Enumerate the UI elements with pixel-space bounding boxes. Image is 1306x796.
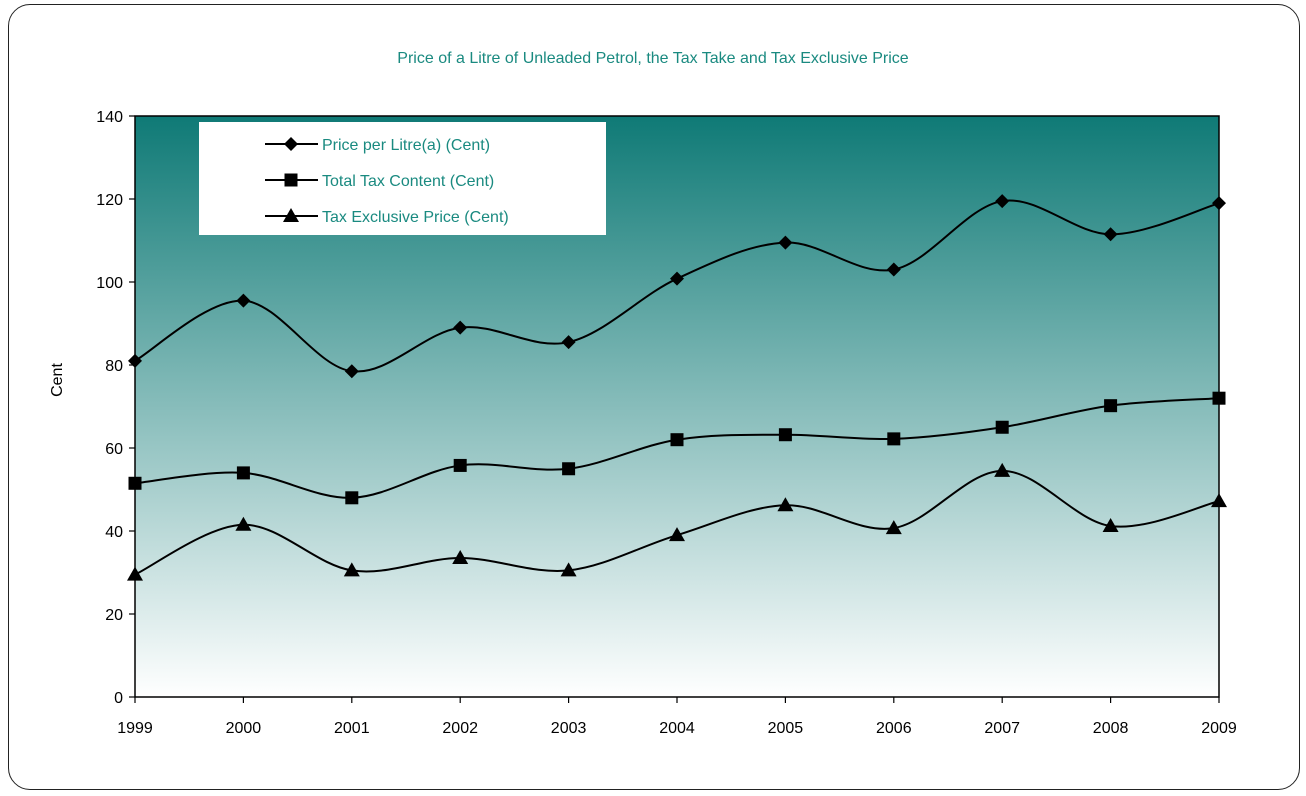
series-3-point <box>1102 518 1119 533</box>
series-3-point <box>885 520 902 535</box>
x-tick-label: 1999 <box>117 720 153 737</box>
axes: 0 20 40 60 80 100 120 140 1999 2000 2001 2002 2003 20… <box>96 109 1237 737</box>
x-tick-label: 2004 <box>659 720 695 737</box>
y-tick-label: 120 <box>96 192 123 209</box>
series-3-point <box>235 516 252 531</box>
y-tick-label: 100 <box>96 275 123 292</box>
series-3-point <box>127 566 143 581</box>
legend-marker <box>283 208 299 222</box>
series-2-point <box>995 420 1009 434</box>
x-tick-label: 2008 <box>1093 720 1129 737</box>
series-1-point <box>344 364 359 379</box>
series-2-point <box>236 466 250 480</box>
x-tick-label: 2003 <box>551 720 587 737</box>
legend: Price per Litre(a) (Cent) Total Tax Conte… <box>199 122 606 235</box>
legend-marker <box>284 173 298 187</box>
series-3-point <box>452 549 469 564</box>
series-2-point <box>1104 399 1118 413</box>
x-tick-label: 2000 <box>226 720 262 737</box>
x-tick-label: 2009 <box>1201 720 1237 737</box>
series-1-point <box>995 194 1010 209</box>
series-1-point <box>236 293 251 308</box>
series-1-point <box>778 235 793 250</box>
series-3-point <box>994 462 1011 477</box>
series-1-point <box>1103 227 1118 242</box>
series-2 <box>128 391 1226 505</box>
legend-label: Tax Exclusive Price (Cent) <box>322 209 509 226</box>
series-3-point <box>560 562 577 577</box>
legend-label: Total Tax Content (Cent) <box>322 173 494 190</box>
series-1-point <box>128 353 142 368</box>
y-tick-label: 60 <box>105 441 123 458</box>
y-tick-label: 0 <box>114 690 123 707</box>
series-1-point <box>453 320 468 335</box>
x-tick-label: 2002 <box>442 720 478 737</box>
series-3-point <box>669 527 685 542</box>
y-tick-label: 80 <box>105 358 123 375</box>
series-1-point <box>670 271 684 286</box>
series-3-point <box>343 562 360 577</box>
series-3-point <box>1211 493 1227 508</box>
series-layer <box>127 194 1227 581</box>
series-2-point <box>128 476 142 490</box>
series-2-point <box>670 433 684 447</box>
y-tick-label: 140 <box>96 109 123 126</box>
y-tick-label: 20 <box>105 607 123 624</box>
series-2-point <box>778 428 792 442</box>
series-3-point <box>777 497 794 512</box>
chart-title: Price of a Litre of Unleaded Petrol, the… <box>397 50 908 67</box>
x-tick-label: 2006 <box>876 720 912 737</box>
y-tick-label: 40 <box>105 524 123 541</box>
series-2-point <box>562 462 576 476</box>
series-3 <box>127 462 1227 581</box>
series-2-point <box>453 458 467 472</box>
series-1 <box>128 194 1226 379</box>
series-1-point <box>561 335 576 350</box>
x-tick-label: 2001 <box>334 720 370 737</box>
series-1-point <box>1212 196 1226 211</box>
series-2-point <box>887 432 901 446</box>
x-tick-label: 2007 <box>984 720 1020 737</box>
series-2-point <box>1212 391 1226 405</box>
x-tick-label: 2005 <box>768 720 804 737</box>
y-axis-title: Cent <box>49 363 66 397</box>
legend-marker <box>284 137 298 151</box>
series-1-point <box>886 262 901 277</box>
legend-label: Price per Litre(a) (Cent) <box>322 137 490 154</box>
series-2-point <box>345 491 359 505</box>
